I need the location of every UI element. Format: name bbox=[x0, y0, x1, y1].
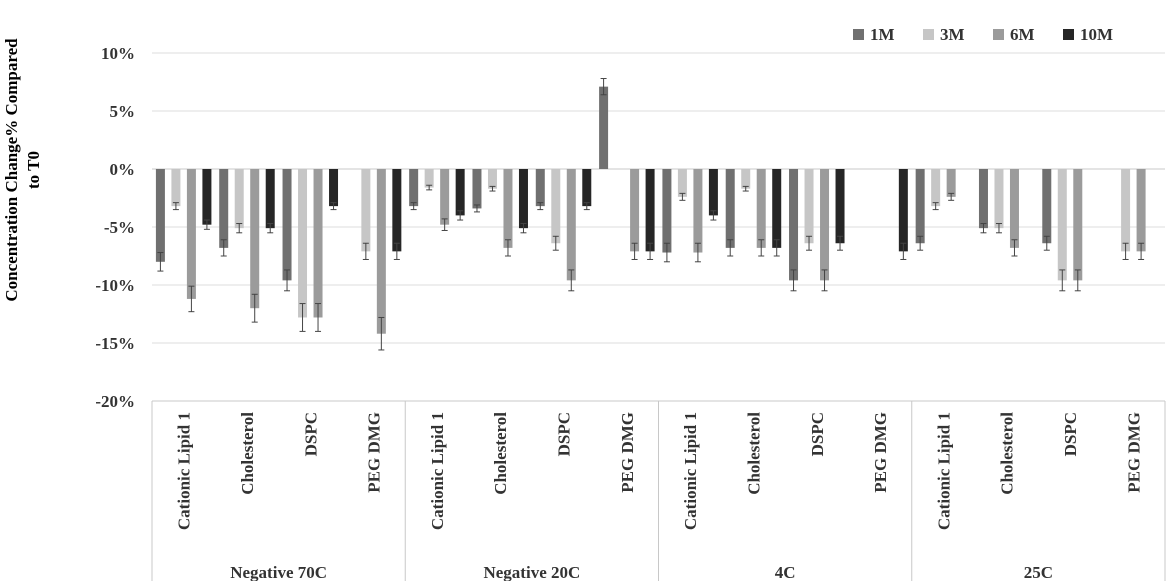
bar-10m bbox=[898, 169, 908, 252]
bar-3m bbox=[1121, 169, 1131, 252]
bar-1m bbox=[535, 169, 545, 207]
bar-6m bbox=[820, 169, 830, 281]
bar-10m bbox=[645, 169, 655, 252]
bar-1m bbox=[915, 169, 925, 244]
bar-3m bbox=[171, 169, 181, 207]
bar-6m bbox=[250, 169, 260, 309]
bar-10m bbox=[518, 169, 528, 229]
bar-6m bbox=[756, 169, 766, 248]
category-label: Cholesterol bbox=[491, 412, 510, 495]
bar-10m bbox=[392, 169, 402, 252]
category-axis: Cationic Lipid 1 Cholesterol DSPC PEG DMG Ne… bbox=[151, 400, 1166, 581]
legend-label-3m: 3M bbox=[940, 25, 965, 44]
bar-3m bbox=[234, 169, 244, 229]
y-tick-label: 0% bbox=[110, 160, 136, 179]
bar-1m bbox=[1042, 169, 1052, 244]
bar-6m bbox=[440, 169, 450, 225]
bar-3m bbox=[487, 169, 497, 189]
y-tick-label: -10% bbox=[95, 276, 135, 295]
bar-6m bbox=[376, 169, 386, 334]
bar-6m bbox=[503, 169, 513, 248]
legend-label-6m: 6M bbox=[1010, 25, 1035, 44]
bar-10m bbox=[202, 169, 212, 225]
bar-1m bbox=[725, 169, 735, 248]
legend-swatch-3m bbox=[923, 29, 934, 40]
y-tick-label: -20% bbox=[95, 392, 135, 411]
legend-label-1m: 1M bbox=[870, 25, 895, 44]
group-label: Negative 20C bbox=[483, 563, 580, 581]
legend-label-10m: 10M bbox=[1080, 25, 1113, 44]
legend-swatch-6m bbox=[993, 29, 1004, 40]
bar-6m bbox=[1136, 169, 1146, 252]
group-label: Negative 70C bbox=[230, 563, 327, 581]
bar-3m bbox=[361, 169, 371, 252]
legend-swatch-10m bbox=[1063, 29, 1074, 40]
y-tick-label: -15% bbox=[95, 334, 135, 353]
bar-3m bbox=[298, 169, 308, 318]
bar-1m bbox=[599, 86, 609, 169]
y-tick-label: -5% bbox=[104, 218, 135, 237]
bar-10m bbox=[265, 169, 275, 229]
legend-swatch-1m bbox=[853, 29, 864, 40]
bar-6m bbox=[1009, 169, 1019, 248]
bar-10m bbox=[835, 169, 845, 244]
bar-10m bbox=[582, 169, 592, 207]
category-label: DSPC bbox=[1061, 412, 1080, 456]
bar-10m bbox=[772, 169, 782, 248]
bar-1m bbox=[789, 169, 799, 281]
group-label: 4C bbox=[775, 563, 796, 581]
category-label: PEG DMG bbox=[1124, 412, 1143, 493]
y-axis-title: to T0 bbox=[24, 151, 43, 189]
bar-1m bbox=[409, 169, 419, 207]
bar-6m bbox=[566, 169, 576, 281]
category-label: DSPC bbox=[301, 412, 320, 456]
category-label: DSPC bbox=[555, 412, 574, 456]
bar-6m bbox=[630, 169, 640, 252]
bar-10m bbox=[455, 169, 465, 216]
category-label: Cationic Lipid 1 bbox=[175, 412, 194, 530]
bar-6m bbox=[1073, 169, 1083, 281]
bar-3m bbox=[994, 169, 1004, 229]
category-label: Cholesterol bbox=[998, 412, 1017, 495]
bar-1m bbox=[472, 169, 482, 209]
group-label: 25C bbox=[1024, 563, 1053, 581]
bars bbox=[155, 78, 1146, 351]
category-label: PEG DMG bbox=[871, 412, 890, 493]
category-label: Cholesterol bbox=[744, 412, 763, 495]
category-label: DSPC bbox=[808, 412, 827, 456]
bar-3m bbox=[741, 169, 751, 189]
bar-3m bbox=[677, 169, 687, 197]
bar-6m bbox=[186, 169, 196, 299]
y-axis-label: Concentration Change% Compared to T0 bbox=[2, 38, 43, 302]
y-tick-label: 5% bbox=[110, 102, 136, 121]
bar-6m bbox=[693, 169, 703, 253]
legend: 1M 3M 6M 10M bbox=[853, 25, 1113, 44]
y-tick-label: 10% bbox=[101, 44, 135, 63]
bar-6m bbox=[313, 169, 323, 318]
category-label: Cationic Lipid 1 bbox=[681, 412, 700, 530]
bar-3m bbox=[804, 169, 814, 244]
y-axis-ticks: 10% 5% 0% -5% -10% -15% -20% bbox=[95, 44, 135, 411]
category-label: PEG DMG bbox=[618, 412, 637, 493]
bar-3m bbox=[551, 169, 561, 244]
bar-1m bbox=[155, 169, 165, 262]
category-label: Cationic Lipid 1 bbox=[428, 412, 447, 530]
bar-1m bbox=[662, 169, 672, 253]
category-label: PEG DMG bbox=[365, 412, 384, 493]
bar-1m bbox=[978, 169, 988, 229]
bar-10m bbox=[329, 169, 339, 207]
bar-1m bbox=[219, 169, 229, 248]
bar-3m bbox=[424, 169, 434, 188]
bar-3m bbox=[1057, 169, 1067, 281]
y-axis-title: Concentration Change% Compared bbox=[2, 38, 21, 302]
bar-10m bbox=[708, 169, 718, 216]
bar-1m bbox=[282, 169, 292, 281]
bar-6m bbox=[946, 169, 956, 197]
bar-3m bbox=[931, 169, 941, 207]
category-label: Cholesterol bbox=[238, 412, 257, 495]
category-label: Cationic Lipid 1 bbox=[934, 412, 953, 530]
